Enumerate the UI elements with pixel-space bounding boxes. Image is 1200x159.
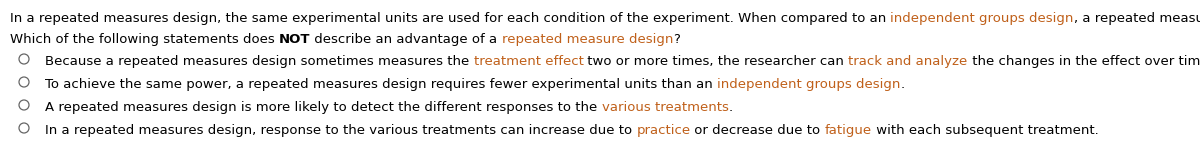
Text: .: . [900,78,905,91]
Text: practice: practice [636,124,690,137]
Text: , a repeated measures design has several advantages.: , a repeated measures design has several… [1074,12,1200,25]
Text: various treatments: various treatments [601,101,728,114]
Text: or decrease due to: or decrease due to [690,124,824,137]
Text: with each subsequent treatment.: with each subsequent treatment. [872,124,1099,137]
Text: .: . [728,101,732,114]
Text: independent groups design: independent groups design [718,78,900,91]
Text: fatigue: fatigue [824,124,872,137]
Text: independent groups design: independent groups design [890,12,1074,25]
Text: ?: ? [673,33,680,46]
Text: In a repeated measures design, the same experimental units are used for each con: In a repeated measures design, the same … [10,12,890,25]
Text: To achieve the same power, a repeated measures design requires fewer experimenta: To achieve the same power, a repeated me… [46,78,718,91]
Text: Because a repeated measures design sometimes measures the: Because a repeated measures design somet… [46,55,474,68]
Text: repeated measure design: repeated measure design [502,33,673,46]
Text: A repeated measures design is more likely to detect the different responses to t: A repeated measures design is more likel… [46,101,601,114]
Text: Which of the following statements does: Which of the following statements does [10,33,278,46]
Text: describe an advantage of a: describe an advantage of a [311,33,502,46]
Text: treatment effect: treatment effect [474,55,583,68]
Text: two or more times, the researcher can: two or more times, the researcher can [583,55,848,68]
Text: track and analyze: track and analyze [848,55,967,68]
Text: the changes in the effect over time.: the changes in the effect over time. [967,55,1200,68]
Text: In a repeated measures design, response to the various treatments can increase d: In a repeated measures design, response … [46,124,636,137]
Text: NOT: NOT [278,33,311,46]
